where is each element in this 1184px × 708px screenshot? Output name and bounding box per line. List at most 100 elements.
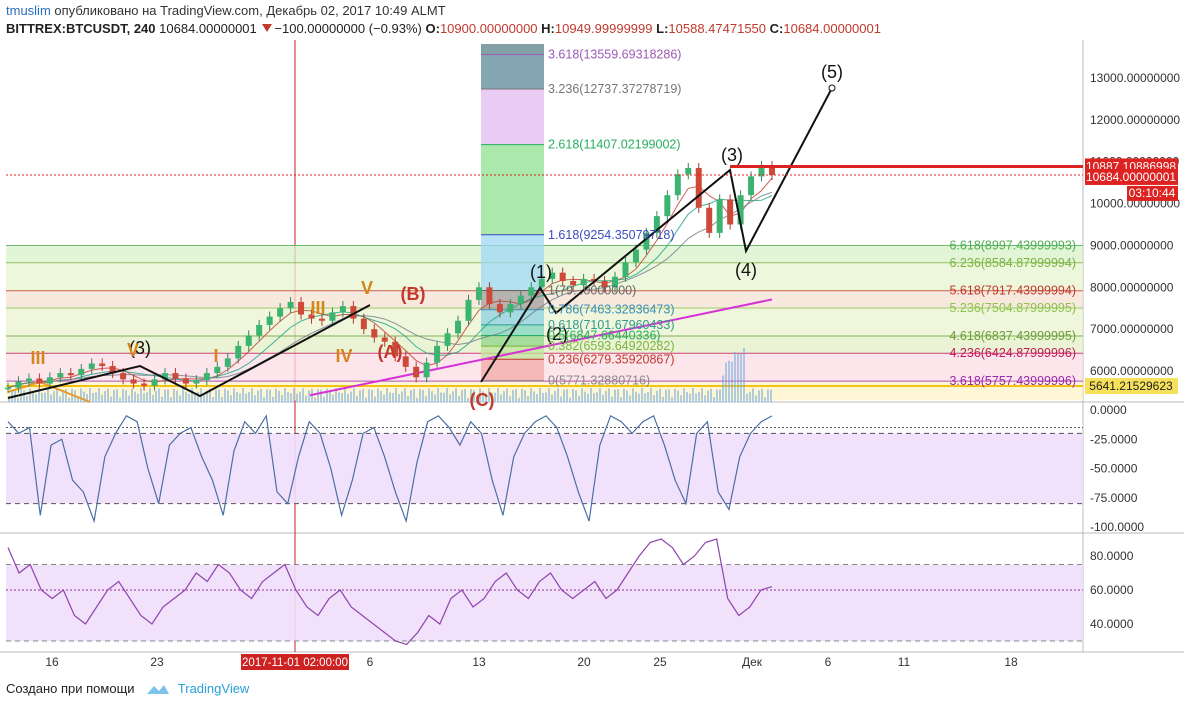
candle-body <box>674 174 681 196</box>
symbol-name[interactable]: BITTREX:BTCUSDT, 240 <box>6 21 156 36</box>
fib-ext-label: 0(5771.32880716) <box>548 374 650 388</box>
volume-bar <box>668 389 670 402</box>
price-tick-label: 6000.00000000 <box>1090 364 1174 378</box>
volume-bar <box>434 394 436 402</box>
volume-bar <box>323 396 325 402</box>
candle-body <box>161 373 168 380</box>
candle-body <box>245 335 252 346</box>
candle-body <box>25 378 32 382</box>
volume-bar <box>542 393 544 402</box>
volume-bar <box>32 391 34 402</box>
volume-bar <box>545 392 547 402</box>
support-price-badge-bg <box>1085 378 1178 395</box>
countdown-label: 03:10:44 <box>1129 186 1176 200</box>
volume-bar <box>386 388 388 402</box>
high-label: H: <box>541 21 555 36</box>
volume-bar <box>23 390 25 402</box>
volume-bar <box>317 389 319 402</box>
fib-band <box>6 308 1083 336</box>
candle-body <box>758 165 765 177</box>
volume-bar <box>110 396 112 402</box>
volume-bar <box>665 389 667 402</box>
volume-bar <box>557 388 559 402</box>
moving-average-line <box>7 177 773 389</box>
candle-body <box>475 287 482 300</box>
volume-bar <box>146 392 148 402</box>
volume-bar <box>284 388 286 402</box>
volume-bar <box>395 388 397 402</box>
volume-bar <box>461 390 463 402</box>
volume-bar <box>335 388 337 402</box>
volume-bar <box>401 391 403 402</box>
candle-body <box>632 249 639 263</box>
volume-bar <box>212 397 214 402</box>
volume-bar <box>524 390 526 402</box>
wave-label: V <box>361 278 373 298</box>
volume-bar <box>143 393 145 402</box>
volume-bar <box>275 388 277 402</box>
candle-body <box>214 366 221 374</box>
low-label: L: <box>656 21 669 36</box>
moving-average-line <box>7 195 773 389</box>
volume-bar <box>458 396 460 402</box>
volume-bar <box>173 388 175 402</box>
candle-body <box>528 287 535 296</box>
volume-bar <box>227 390 229 402</box>
fib-ext-band <box>481 144 544 235</box>
candle-body <box>15 381 22 388</box>
oscillator-tick-label: -100.0000 <box>1090 520 1144 534</box>
volume-bar <box>740 353 742 402</box>
volume-bar <box>569 397 571 402</box>
author-link[interactable]: tmuslim <box>6 3 51 18</box>
price-series <box>5 160 775 393</box>
candle-body <box>769 165 775 175</box>
volume-bar <box>632 388 634 402</box>
candle-body <box>371 329 378 338</box>
volume-bar <box>368 389 370 402</box>
volume-bar <box>494 392 496 402</box>
volume-bar <box>626 390 628 402</box>
volume-bar <box>404 388 406 402</box>
volume-bar <box>644 393 646 402</box>
volume-bar <box>308 390 310 402</box>
candle-body <box>298 301 305 315</box>
volume-bar <box>599 388 601 402</box>
volume-bar <box>362 388 364 402</box>
volume-bar <box>731 361 733 402</box>
oscillator-tick-label: -50.0000 <box>1090 462 1138 476</box>
volume-bar <box>107 388 109 402</box>
candle-body <box>99 363 106 366</box>
volume-bar <box>206 390 208 402</box>
moving-average-line <box>7 191 773 389</box>
candle-body <box>591 278 598 282</box>
volume-bar <box>674 388 676 402</box>
volume-bar <box>86 394 88 402</box>
candle-body <box>109 365 116 374</box>
volume-bar <box>392 392 394 402</box>
volume-bar <box>455 388 457 402</box>
rsi-tick-label: 60.0000 <box>1090 583 1134 597</box>
candle-body <box>78 368 85 376</box>
time-tick-label: 11 <box>898 655 911 669</box>
rsi-band <box>6 564 1083 641</box>
volume-bar <box>83 391 85 402</box>
last-price: 10684.00000001 <box>159 21 257 36</box>
volume-bar <box>296 393 298 402</box>
volume-bar <box>113 389 115 402</box>
volume-bar <box>185 391 187 402</box>
volume-bar <box>374 396 376 402</box>
fib-ext-band <box>481 54 544 89</box>
volume-bar <box>149 388 151 402</box>
fib-ext-band <box>481 359 544 381</box>
volume-bar <box>764 397 766 402</box>
wave-point <box>828 84 836 92</box>
time-tick-label: 20 <box>577 655 591 669</box>
time-tick-label: 6 <box>367 655 374 669</box>
time-tick-label: 18 <box>1004 655 1018 669</box>
candle-body <box>120 373 127 380</box>
wave-label: (2) <box>546 324 568 344</box>
tradingview-link[interactable]: TradingView <box>177 681 250 696</box>
candle-body <box>413 366 420 378</box>
volume-bar <box>254 395 256 402</box>
